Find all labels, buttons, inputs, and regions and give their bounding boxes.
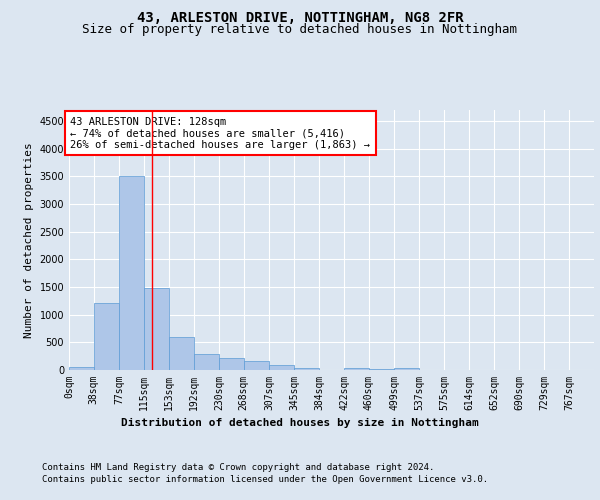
Text: Distribution of detached houses by size in Nottingham: Distribution of detached houses by size … — [121, 418, 479, 428]
Bar — [344, 368, 369, 370]
Bar — [94, 302, 119, 370]
Bar — [369, 368, 394, 370]
Y-axis label: Number of detached properties: Number of detached properties — [24, 142, 34, 338]
Text: Size of property relative to detached houses in Nottingham: Size of property relative to detached ho… — [83, 24, 517, 36]
Text: 43 ARLESTON DRIVE: 128sqm
← 74% of detached houses are smaller (5,416)
26% of se: 43 ARLESTON DRIVE: 128sqm ← 74% of detac… — [70, 116, 370, 150]
Bar — [244, 361, 269, 370]
Text: 43, ARLESTON DRIVE, NOTTINGHAM, NG8 2FR: 43, ARLESTON DRIVE, NOTTINGHAM, NG8 2FR — [137, 10, 463, 24]
Bar — [69, 367, 94, 370]
Bar — [219, 358, 244, 370]
Text: Contains public sector information licensed under the Open Government Licence v3: Contains public sector information licen… — [42, 476, 488, 484]
Bar — [169, 337, 194, 370]
Bar — [194, 354, 219, 370]
Bar — [269, 364, 294, 370]
Bar — [144, 288, 169, 370]
Bar — [119, 176, 144, 370]
Text: Contains HM Land Registry data © Crown copyright and database right 2024.: Contains HM Land Registry data © Crown c… — [42, 463, 434, 472]
Bar — [294, 368, 319, 370]
Bar — [394, 368, 419, 370]
